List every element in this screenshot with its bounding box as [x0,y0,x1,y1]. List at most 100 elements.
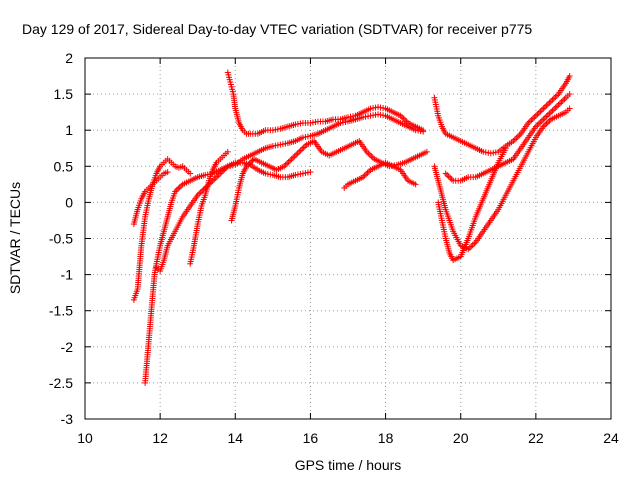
y-tick-label: 0 [65,194,73,210]
data-point [368,153,375,160]
data-point [402,117,409,124]
data-point [534,122,541,129]
data-point [543,120,550,127]
x-axis-label: GPS time / hours [295,457,402,473]
data-point [469,241,476,248]
data-layer [130,69,573,386]
y-axis-label: SDTVAR / TECUs [7,182,23,294]
data-point [287,157,294,164]
data-point [364,169,371,176]
data-point [412,181,419,188]
data-point [516,132,523,139]
data-point [290,154,297,161]
data-point [534,111,541,118]
data-point [212,174,219,181]
y-tick-label: -0.5 [49,231,73,247]
data-point [535,120,542,127]
grid-layer [85,58,611,419]
y-tick-label: 2 [65,50,73,66]
data-point [540,105,547,112]
data-point [445,173,452,180]
data-point [466,244,473,251]
x-tick-label: 22 [528,430,544,446]
data-point [471,240,478,247]
data-point [294,150,301,157]
data-point [175,185,182,192]
y-tick-label: -1.5 [49,303,73,319]
data-point [529,115,536,122]
x-tick-label: 24 [603,430,619,446]
y-tick-label: -1 [61,267,74,283]
data-point [285,158,292,165]
data-point [444,171,451,178]
data-point [502,145,509,152]
y-tick-label: 1 [65,122,73,138]
data-point [400,115,407,122]
data-point [526,118,533,125]
data-point [164,169,171,176]
data-point [363,171,370,178]
data-point [541,114,548,121]
data-point [196,190,203,197]
data-point [543,113,550,120]
data-point [288,156,295,163]
data-point [246,160,253,167]
data-point [420,127,427,134]
data-point [537,119,544,126]
y-tick-label: 1.5 [54,86,74,102]
data-point [566,73,573,80]
data-point [511,136,518,143]
data-point [561,96,568,103]
y-tick-label: 0.5 [54,158,74,174]
data-point [553,103,560,110]
data-point [547,98,554,105]
data-point [297,147,304,154]
data-point [296,148,303,155]
data-point [546,110,553,117]
data-point [300,144,307,151]
data-point [447,174,454,181]
data-point [365,150,372,157]
x-tick-label: 14 [227,430,243,446]
data-point [307,169,314,176]
data-point [538,117,545,124]
data-point [284,160,291,167]
data-point [532,112,539,119]
data-point [366,151,373,158]
data-point [553,92,560,99]
data-point [566,105,573,112]
data-point [550,95,557,102]
data-point [558,99,565,106]
data-point [544,119,551,126]
data-point [544,112,551,119]
data-point [299,145,306,152]
data-point [513,135,520,142]
y-tick-label: -2.5 [49,375,73,391]
x-tick-label: 20 [453,430,469,446]
data-point [531,114,538,121]
data-point [535,109,542,116]
data-point [543,102,550,109]
data-point [528,117,535,124]
data-point [176,184,183,191]
data-point [211,176,218,183]
data-point [293,151,300,158]
data-point [547,109,554,116]
data-point [544,101,551,108]
data-point [224,148,231,155]
data-point [541,122,548,129]
data-point [538,106,545,113]
data-point [549,107,556,114]
data-point [541,104,548,111]
data-point [550,106,557,113]
data-point [559,97,566,104]
data-point [197,189,204,196]
data-point [546,99,553,106]
data-point [555,101,562,108]
data-point [514,133,521,140]
x-tick-label: 16 [303,430,319,446]
y-tick-label: -2 [61,339,74,355]
data-point [566,91,573,98]
x-tick-label: 12 [152,430,168,446]
